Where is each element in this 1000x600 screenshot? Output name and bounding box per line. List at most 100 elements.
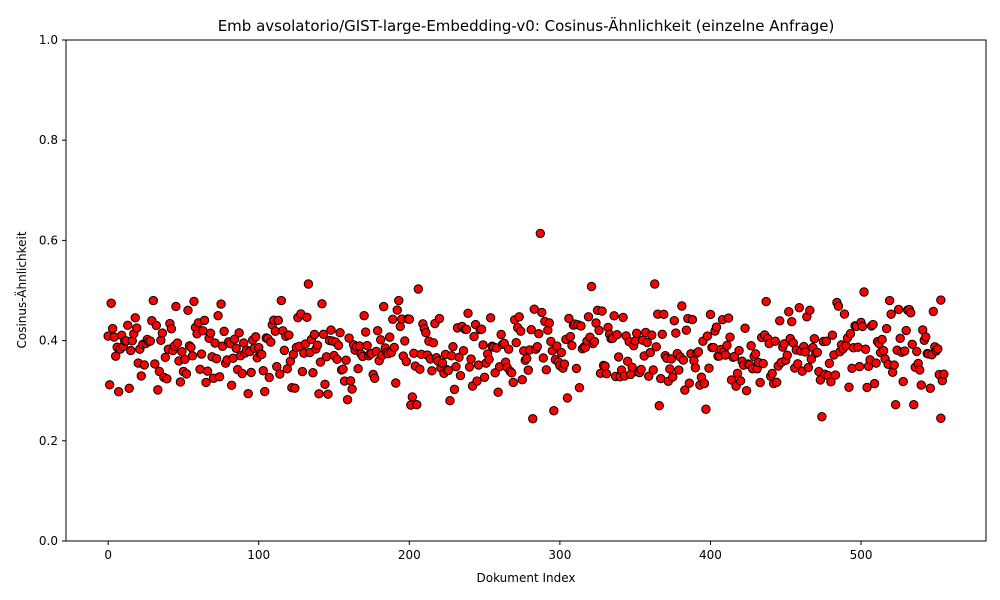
data-point bbox=[175, 377, 186, 387]
data-point bbox=[104, 380, 115, 390]
data-point bbox=[687, 314, 698, 325]
data-point bbox=[466, 354, 476, 364]
data-point bbox=[526, 325, 536, 335]
data-point bbox=[794, 302, 804, 313]
data-point bbox=[275, 369, 285, 379]
data-point bbox=[246, 367, 256, 378]
y-tick-label: 0.8 bbox=[39, 133, 58, 147]
data-point bbox=[511, 337, 521, 348]
data-point bbox=[126, 345, 136, 356]
data-point bbox=[448, 341, 458, 352]
data-point bbox=[461, 324, 472, 335]
data-point bbox=[496, 329, 506, 340]
data-point bbox=[476, 324, 487, 334]
data-point bbox=[645, 347, 655, 358]
data-point bbox=[114, 387, 124, 397]
data-point bbox=[761, 296, 771, 307]
data-point bbox=[833, 301, 844, 311]
x-tick-label: 300 bbox=[548, 548, 571, 562]
data-point bbox=[534, 329, 544, 339]
data-point bbox=[136, 371, 146, 381]
data-point bbox=[369, 373, 380, 383]
data-point bbox=[251, 332, 261, 342]
data-point bbox=[793, 359, 803, 369]
data-point bbox=[817, 412, 827, 422]
data-point bbox=[162, 374, 172, 384]
data-point bbox=[110, 351, 121, 361]
data-point bbox=[362, 340, 372, 351]
data-point bbox=[323, 389, 333, 399]
data-point bbox=[139, 360, 150, 370]
data-point bbox=[385, 332, 395, 342]
data-point bbox=[613, 352, 624, 362]
data-point bbox=[205, 328, 216, 338]
data-point bbox=[308, 368, 318, 378]
data-point bbox=[189, 296, 199, 307]
data-point bbox=[552, 341, 562, 351]
data-point bbox=[770, 336, 780, 346]
data-point bbox=[725, 332, 735, 342]
data-point bbox=[464, 362, 475, 372]
data-point bbox=[321, 352, 332, 362]
data-point bbox=[202, 366, 213, 376]
data-point bbox=[541, 365, 552, 375]
data-point bbox=[318, 329, 329, 340]
data-point bbox=[421, 328, 431, 338]
y-tick-label: 0.0 bbox=[39, 534, 58, 548]
data-point bbox=[415, 364, 425, 374]
y-axis-label: Cosinus-Ähnlichkeit bbox=[14, 231, 29, 348]
data-point bbox=[735, 376, 746, 386]
data-point bbox=[909, 400, 919, 410]
data-point bbox=[394, 295, 404, 306]
data-point bbox=[503, 344, 514, 354]
data-point bbox=[392, 305, 402, 315]
data-point bbox=[376, 335, 386, 345]
data-point bbox=[936, 413, 946, 423]
data-point bbox=[388, 314, 398, 324]
data-point bbox=[824, 358, 835, 369]
data-point bbox=[627, 362, 637, 372]
data-point bbox=[812, 347, 823, 358]
data-point bbox=[160, 352, 171, 363]
data-point bbox=[427, 366, 437, 376]
data-point bbox=[407, 392, 418, 402]
data-point bbox=[260, 386, 270, 397]
data-point bbox=[124, 383, 134, 394]
data-point bbox=[234, 328, 244, 338]
data-point bbox=[779, 339, 789, 349]
data-point bbox=[284, 330, 294, 340]
data-point bbox=[650, 279, 660, 289]
data-point bbox=[565, 331, 576, 342]
data-point bbox=[413, 284, 424, 294]
data-point bbox=[523, 365, 533, 375]
data-point bbox=[229, 334, 240, 344]
data-point bbox=[654, 401, 664, 411]
data-point bbox=[928, 306, 938, 317]
data-point bbox=[148, 295, 159, 306]
data-point bbox=[933, 344, 943, 354]
data-point bbox=[734, 345, 744, 356]
data-point bbox=[746, 341, 756, 351]
data-point bbox=[847, 363, 857, 373]
data-point bbox=[181, 369, 192, 379]
data-point bbox=[516, 326, 526, 336]
data-point bbox=[309, 329, 320, 340]
data-point bbox=[681, 325, 692, 335]
data-point bbox=[219, 326, 229, 337]
data-point bbox=[636, 364, 646, 375]
data-point bbox=[183, 305, 193, 316]
data-point bbox=[314, 389, 324, 399]
x-tick-label: 200 bbox=[398, 548, 421, 562]
data-point bbox=[586, 281, 597, 292]
data-point bbox=[677, 301, 687, 311]
data-point bbox=[507, 368, 517, 378]
data-point bbox=[899, 346, 910, 356]
data-point bbox=[449, 384, 460, 395]
data-point bbox=[642, 337, 652, 348]
y-tick-label: 1.0 bbox=[39, 33, 58, 47]
data-point bbox=[145, 336, 156, 346]
data-point bbox=[276, 295, 287, 306]
data-point bbox=[925, 383, 935, 393]
data-point bbox=[535, 228, 545, 239]
data-point bbox=[912, 346, 922, 357]
